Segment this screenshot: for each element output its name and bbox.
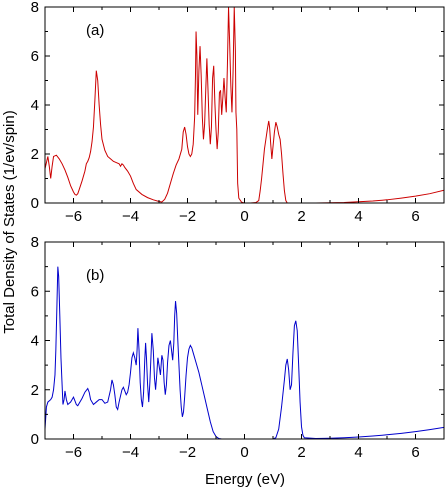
panel-label: (a) (86, 22, 104, 39)
y-tick-label: 8 (31, 0, 39, 16)
y-tick-label: 6 (31, 283, 39, 300)
x-tick-label: 2 (297, 444, 305, 461)
x-tick-label: 6 (411, 208, 419, 225)
x-tick-label: −2 (179, 208, 196, 225)
x-tick-label: −6 (65, 444, 82, 461)
y-tick-label: 8 (31, 234, 39, 251)
x-tick-label: −4 (122, 444, 139, 461)
plot-frame (44, 6, 445, 204)
x-tick-label: 0 (240, 208, 248, 225)
y-tick-label: 4 (31, 333, 39, 350)
panel-b: −6 −4 −2 0 2 4 6 0 2 4 6 8 (b) (31, 234, 445, 461)
panel-label: (b) (86, 267, 104, 284)
x-tick-label: −4 (122, 208, 139, 225)
y-tick-label: 6 (31, 48, 39, 65)
dos-series-line (45, 266, 444, 439)
panel-a: −6 −4 −2 0 2 4 6 0 2 4 6 8 (a) (31, 0, 445, 225)
y-axis-title: Total Density of States (1/ev/spin) (1, 110, 18, 333)
y-tick-label: 2 (31, 382, 39, 399)
x-tick-label: −2 (179, 444, 196, 461)
x-tick-label: 2 (297, 208, 305, 225)
x-tick-label: −6 (65, 208, 82, 225)
x-tick-label: 4 (354, 444, 362, 461)
plot-frame (44, 241, 445, 440)
x-axis-title: Energy (eV) (205, 471, 285, 488)
dos-series-line (45, 7, 444, 203)
y-tick-label: 0 (31, 431, 39, 448)
y-tick-label: 4 (31, 97, 39, 114)
x-tick-label: 0 (240, 444, 248, 461)
x-tick-label: 6 (411, 444, 419, 461)
x-tick-label: 4 (354, 208, 362, 225)
y-tick-label: 2 (31, 146, 39, 163)
y-tick-label: 0 (31, 195, 39, 212)
